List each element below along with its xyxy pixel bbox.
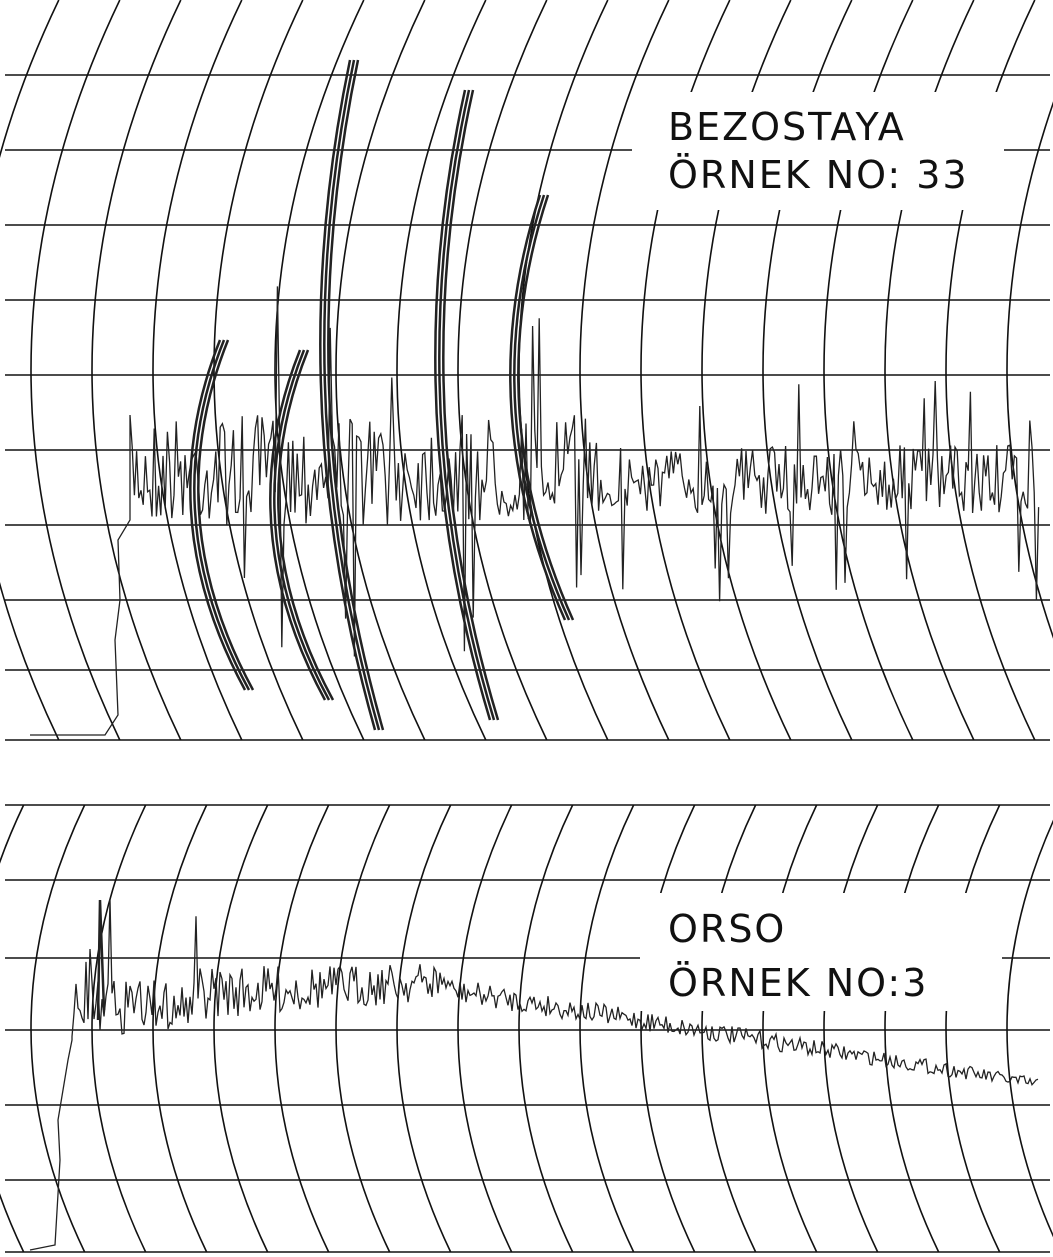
label-box	[632, 92, 1004, 210]
grid-arc	[335, 0, 426, 741]
trace-spike	[193, 339, 251, 691]
grid-arc	[457, 0, 548, 741]
grid-arc	[701, 804, 757, 1253]
trace-spike	[442, 89, 500, 721]
trace-spike	[273, 349, 331, 701]
sample-label: ÖRNEK NO: 33	[668, 153, 969, 197]
trace	[30, 286, 1040, 736]
grid-arc	[640, 804, 696, 1253]
trace-spike	[513, 194, 571, 621]
grid-arc	[823, 804, 879, 1253]
grid-arc	[579, 0, 670, 741]
grid-arc	[152, 804, 208, 1253]
trace-spike	[277, 349, 335, 701]
grid-arc	[396, 0, 487, 741]
sample-label: ÖRNEK NO:3	[668, 961, 928, 1005]
grid-arc	[0, 804, 25, 1253]
grid-arc	[274, 0, 365, 741]
grid-arc	[0, 0, 60, 741]
grid-arc	[213, 804, 269, 1253]
grid-arc	[213, 0, 304, 741]
grid-arc	[91, 0, 182, 741]
grid-arc	[1006, 101, 1053, 639]
trace	[29, 899, 1039, 1251]
trace-spike	[517, 194, 575, 621]
grid-arc	[152, 0, 243, 741]
trace-spike	[269, 349, 327, 701]
grid-arc	[335, 804, 391, 1253]
trace-spike	[327, 59, 385, 731]
trace-spike	[323, 59, 381, 731]
grid-arc	[396, 804, 452, 1253]
grid-arc	[762, 804, 818, 1253]
grid-arc	[1006, 819, 1053, 1238]
trace-spike	[319, 59, 377, 731]
variety-label: ORSO	[668, 907, 786, 951]
grid-arc	[274, 804, 330, 1253]
grid-arc	[579, 804, 635, 1253]
grid-arc	[945, 804, 1001, 1253]
trace-spike	[438, 89, 496, 721]
grid-arc	[30, 804, 86, 1253]
grid-arc	[518, 804, 574, 1253]
trace-spike	[189, 339, 247, 691]
variety-label: BEZOSTAYA	[668, 105, 906, 149]
label-box	[640, 893, 1002, 1011]
trace-spike	[96, 899, 106, 1021]
grid-arc	[30, 0, 121, 741]
trace-spike	[197, 339, 255, 691]
trace-spike	[509, 194, 567, 621]
traces	[29, 59, 1040, 1251]
trace-spike	[434, 89, 492, 721]
grid-arc	[91, 804, 147, 1253]
grid-arc	[884, 804, 940, 1253]
grid-arc	[457, 804, 513, 1253]
